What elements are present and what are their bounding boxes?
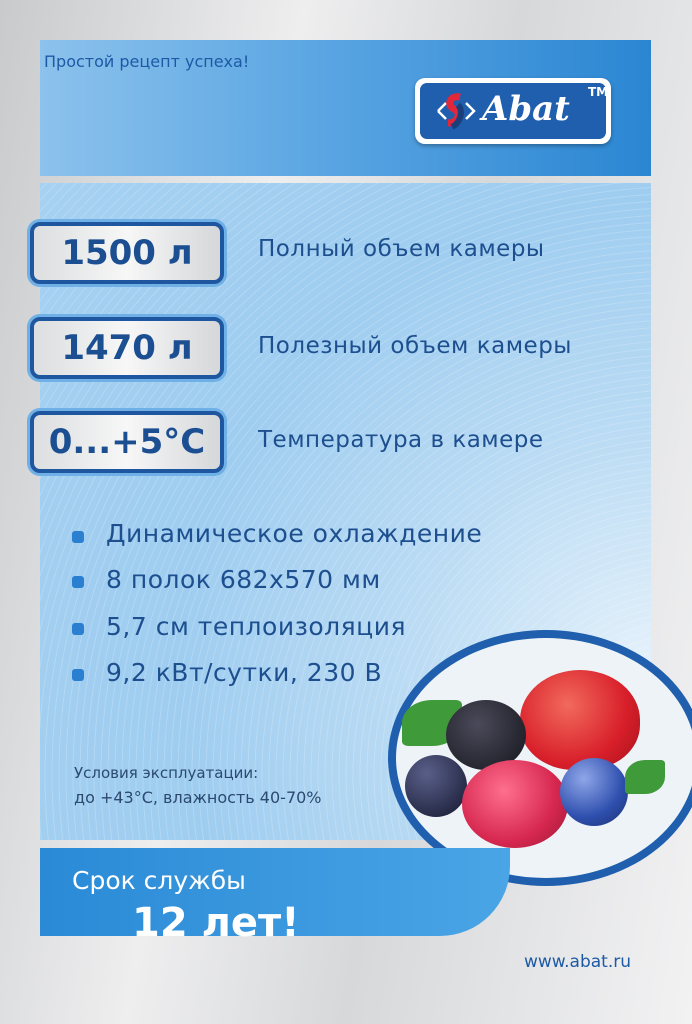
feature-item: 9,2 кВт/сутки, 230 В [106, 658, 383, 687]
bullet-icon [72, 531, 84, 543]
conditions-value: до +43°С, влажность 40-70% [74, 788, 322, 807]
logo-text: Abat [482, 89, 570, 129]
bullet-icon [72, 669, 84, 681]
spec-value-total-volume: 1500 л [30, 222, 224, 284]
slogan: Простой рецепт успеха! [44, 52, 250, 71]
feature-item: Динамическое охлаждение [106, 519, 483, 548]
bullet-icon [72, 623, 84, 635]
spec-label-total-volume: Полный объем камеры [258, 236, 545, 262]
conditions-title: Условия эксплуатации: [74, 764, 259, 782]
berries-circle [388, 630, 692, 886]
spec-value-useful-volume: 1470 л [30, 317, 224, 379]
service-life-banner [40, 848, 510, 936]
feature-item: 5,7 см теплоизоляция [106, 612, 406, 641]
website-link[interactable]: www.abat.ru [524, 952, 632, 972]
logo-emblem-icon [437, 93, 476, 130]
feature-item: 8 полок 682х570 мм [106, 565, 381, 594]
trademark: TM [588, 85, 609, 99]
spec-value-temperature: 0...+5°С [30, 411, 224, 473]
spec-label-temperature: Температура в камере [258, 427, 544, 453]
abat-logo: Abat TM [415, 78, 611, 144]
service-life-label: Срок службы [72, 866, 246, 895]
service-life-value: 12 лет! [132, 900, 300, 946]
bullet-icon [72, 576, 84, 588]
spec-label-useful-volume: Полезный объем камеры [258, 333, 572, 359]
